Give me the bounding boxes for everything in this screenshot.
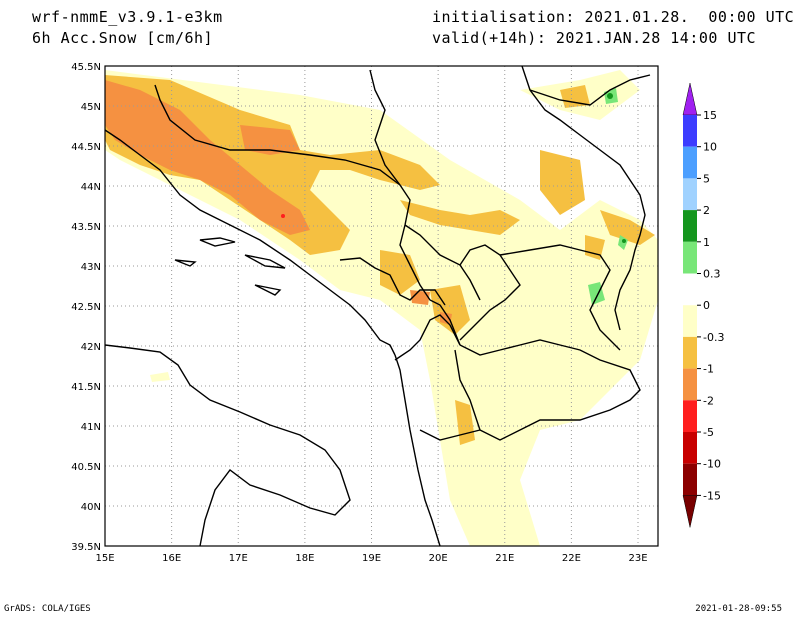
lon-tick-label: 18E (295, 553, 314, 564)
lat-tick-label: 44N (81, 182, 101, 193)
lon-tick-label: 23E (628, 553, 647, 564)
lon-tick-label: 21E (495, 553, 514, 564)
model-title: wrf-nmmE_v3.9.1-e3km (32, 8, 223, 26)
colorbar-swatch (683, 336, 697, 369)
valid-time: valid(+14h): 2021.JAN.28 14:00 UTC (432, 29, 757, 47)
map-grid (105, 66, 658, 546)
lat-tick-label: 45N (81, 102, 101, 113)
colorbar-swatch (683, 305, 697, 337)
colorbar-label: -10 (703, 458, 721, 471)
lat-tick-label: 42N (81, 342, 101, 353)
lon-tick-label: 16E (162, 553, 181, 564)
colorbar-swatch (683, 210, 697, 242)
longitude-axis: 15E 16E 17E 18E 19E 20E 21E 22E 23E (95, 553, 647, 564)
footer-timestamp: 2021-01-28-09:55 (695, 604, 782, 614)
colorbar-top-arrow (682, 82, 698, 116)
lat-tick-label: 39.5N (71, 542, 101, 553)
lat-tick-label: 41.5N (71, 382, 101, 393)
snow-field (105, 70, 658, 546)
lat-tick-label: 40N (81, 502, 101, 513)
colorbar-legend: 15 10 5 2 1 0.3 0 -0.3 -1 -2 -5 -10 -15 (682, 82, 724, 528)
lat-tick-label: 45.5N (71, 62, 101, 73)
colorbar-swatch (683, 273, 697, 306)
colorbar-label: 5 (703, 172, 710, 185)
latitude-axis: 45.5N 45N 44.5N 44N 43.5N 43N 42.5N 42N 41.5N 41N… (71, 62, 101, 553)
lat-tick-label: 43N (81, 262, 101, 273)
colorbar-label: -5 (703, 426, 714, 439)
lat-tick-label: 43.5N (71, 222, 101, 233)
init-time: initialisation: 2021.01.28. 00:00 UTC (432, 8, 795, 26)
colorbar-label: 0.3 (703, 268, 721, 281)
colorbar-label: 10 (703, 141, 717, 154)
colorbar-label: 1 (703, 236, 710, 249)
lat-tick-label: 42.5N (71, 302, 101, 313)
lon-tick-label: 20E (429, 553, 448, 564)
colorbar-label: 2 (703, 204, 710, 217)
colorbar-label: -15 (703, 489, 721, 502)
variable-title: 6h Acc.Snow [cm/6h] (32, 29, 214, 47)
colorbar-swatch (683, 115, 697, 147)
lat-tick-label: 44.5N (71, 142, 101, 153)
colorbar-swatch (683, 400, 697, 432)
colorbar-label: -1 (703, 363, 714, 376)
colorbar-swatch (683, 463, 697, 496)
colorbar-label: -2 (703, 394, 714, 407)
lon-tick-label: 15E (95, 553, 114, 564)
lat-tick-label: 40.5N (71, 462, 101, 473)
plot-frame (104, 65, 659, 547)
colorbar-swatch (683, 146, 697, 179)
colorbar-swatch (683, 241, 697, 274)
colorbar-label: 15 (703, 109, 717, 122)
colorbar-label: 0 (703, 299, 710, 312)
coastlines-borders (105, 66, 651, 546)
colorbar-bottom-arrow (682, 495, 698, 528)
colorbar-label: -0.3 (703, 331, 724, 344)
colorbar-swatch (683, 178, 697, 211)
lat-tick-label: 41N (81, 422, 101, 433)
colorbar-swatch (683, 368, 697, 401)
lon-tick-label: 22E (562, 553, 581, 564)
lon-tick-label: 19E (362, 553, 381, 564)
colorbar-swatch (683, 432, 697, 464)
lon-tick-label: 17E (229, 553, 248, 564)
footer-credit: GrADS: COLA/IGES (4, 604, 91, 614)
